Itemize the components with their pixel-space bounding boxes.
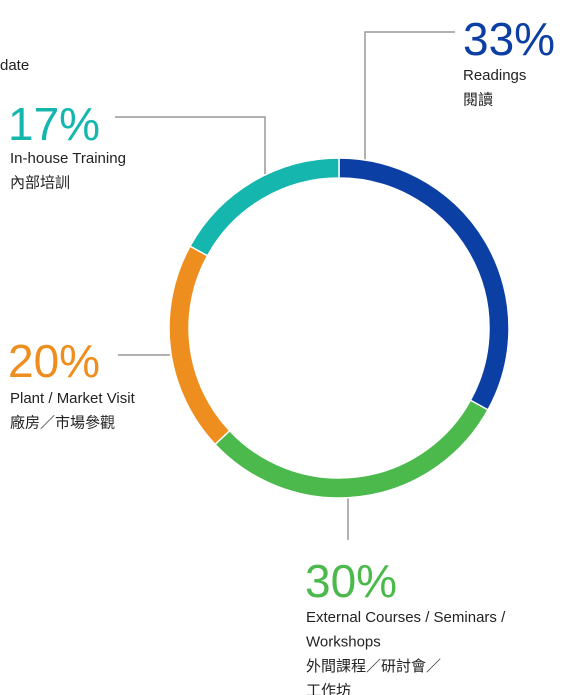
donut-segment <box>189 157 340 257</box>
category-label: Plant / Market Visit <box>10 390 136 407</box>
donut-segment <box>168 245 231 446</box>
value-label: 30% <box>305 555 397 607</box>
category-label: 外間課程／研討會／ <box>306 658 441 675</box>
leader-line <box>115 116 266 175</box>
chart-title: date <box>0 57 29 74</box>
value-label: 20% <box>8 335 100 387</box>
category-label: 閱讀 <box>463 92 493 109</box>
donut-segment <box>214 399 489 499</box>
category-label: 廠房／市場參觀 <box>10 414 115 432</box>
category-label: In-house Training <box>10 150 126 167</box>
category-label: Workshops <box>306 634 381 651</box>
value-label: 33% <box>463 13 555 65</box>
leader-line <box>364 31 455 160</box>
category-label: External Courses / Seminars / <box>306 609 506 626</box>
category-label: Readings <box>463 67 526 84</box>
donut-segment <box>338 157 510 411</box>
category-label: 工作坊 <box>306 683 351 695</box>
value-label: 17% <box>8 98 100 150</box>
category-label: 內部培訓 <box>10 175 70 192</box>
